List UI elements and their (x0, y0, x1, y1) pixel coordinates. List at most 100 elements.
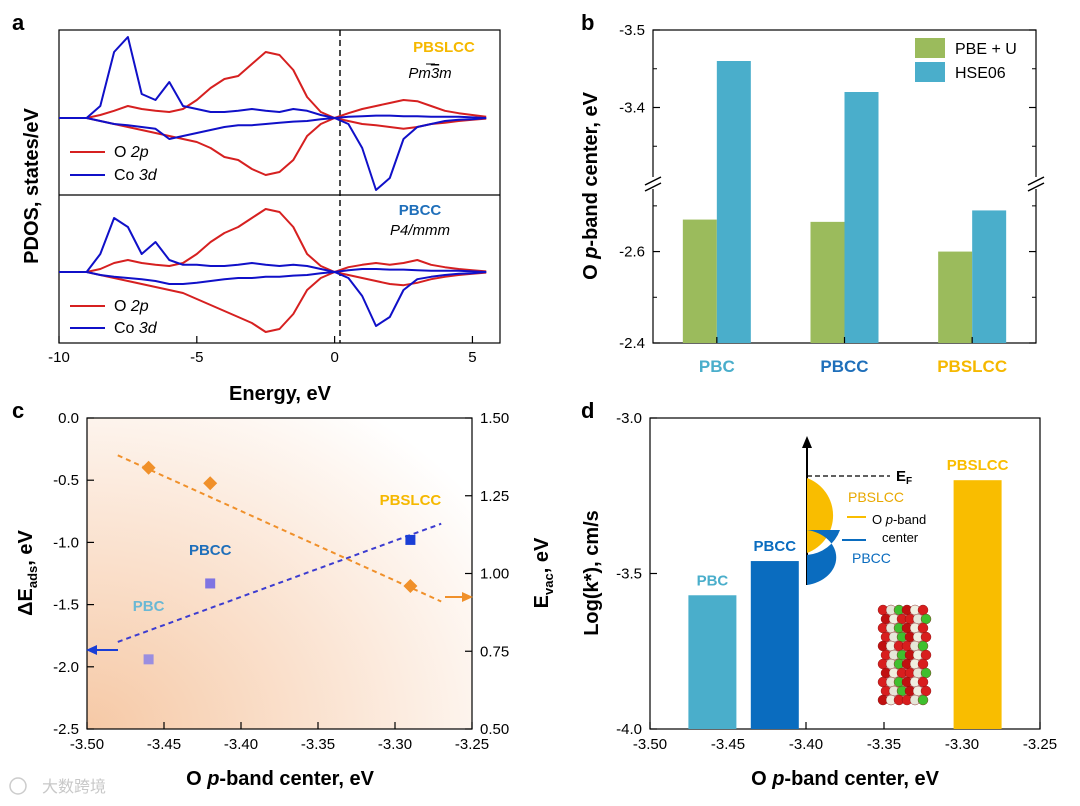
inset-pbcc-label: PBCC (852, 550, 891, 566)
pdos-curves (59, 36, 487, 333)
panel-a-top-legend: O 2p Co 3d (70, 144, 158, 184)
inset-pbcc-band (807, 530, 840, 585)
ytick-label: -2.4 (619, 335, 645, 352)
point-label-pbslcc: PBSLCC (380, 492, 442, 509)
bar-pbeu-pbc (682, 219, 717, 343)
ytick-label: -3.5 (619, 22, 645, 39)
atom-sphere (920, 631, 932, 643)
fermi-label-sub: F (906, 476, 912, 487)
ytick-label: -3.5 (616, 566, 642, 583)
left-axis-arrow (86, 645, 118, 655)
ytick-left-label: -1.5 (53, 597, 79, 614)
panel-c-ylabel-left: ΔEads, eV (15, 529, 40, 615)
ytick-left-label: -2.5 (53, 721, 79, 738)
ytick-right-label: 1.00 (480, 566, 509, 583)
legend-o2p: O 2p (114, 144, 149, 161)
atom-sphere (920, 685, 932, 697)
ylabel-part: , eV (531, 537, 553, 573)
axis-break-left (644, 176, 662, 192)
point-evac (403, 578, 418, 593)
xtick-label: -3.35 (301, 736, 335, 753)
bar-hse06-pbslcc (972, 210, 1007, 343)
xtick-label: 5 (468, 349, 476, 366)
fermi-label-base: E (896, 468, 906, 485)
ytick-label: -4.0 (616, 721, 642, 738)
panel-d-bar-labels: PBC PBCC PBSLCC (697, 457, 1009, 589)
ytick-left-label: -0.5 (53, 472, 79, 489)
axis-break-gap (645, 177, 661, 189)
xtick-label: -3.30 (378, 736, 412, 753)
legend-swatch-hse (915, 62, 945, 82)
bar-label-pbcc: PBCC (754, 538, 797, 555)
bar-label-pbslcc: PBSLCC (947, 457, 1009, 474)
legend-o2p-base: O (114, 298, 131, 315)
ytick-right-label: 1.25 (480, 488, 509, 505)
panel-d-ylabel: Log(k*), cm/s (581, 510, 603, 636)
pdos-co3d-down-pbslcc (59, 117, 487, 191)
spacegroup-bar-part: 3 (431, 65, 440, 82)
legend-co3d-base: Co (114, 320, 139, 337)
ytick-left-label: -2.0 (53, 659, 79, 676)
axis-break-mark (1027, 182, 1045, 192)
panel-c-ticks: -3.50 -3.45 -3.40 -3.35 -3.30 -3.25 -2.5 -2.0 -1… (53, 410, 509, 753)
bar-pbeu-pbcc (810, 221, 845, 343)
trendline-eads (117, 522, 442, 643)
watermark-logo-icon (9, 777, 27, 795)
panel-a-top-spacegroup: Pm3m (408, 65, 451, 82)
atom-sphere (917, 694, 929, 706)
atom-sphere (920, 613, 932, 625)
ylabel-part: E (531, 595, 553, 608)
xlabel-part-italic: p (771, 768, 784, 790)
panel-c-points (141, 460, 418, 665)
ylabel-part: , eV (15, 529, 37, 565)
category-label-pbcc: PBCC (820, 357, 868, 376)
center-label-part: O (872, 512, 886, 527)
panel-a-bottom-material: PBCC (399, 202, 442, 219)
ytick-label: -3.4 (619, 100, 645, 117)
band-center-inset: EF PBSLCC O p-band center PBCC (802, 436, 926, 585)
legend-co3d-ital: 3d (139, 167, 158, 184)
inset-pbslcc-label: PBSLCC (848, 489, 904, 505)
inset-band-center-label-2: center (882, 530, 919, 545)
right-axis-arrow (445, 592, 473, 602)
xtick-label: -3.30 (945, 736, 979, 753)
xtick-label: -3.50 (70, 736, 104, 753)
ylabel-subscript: vac (541, 573, 556, 595)
atom-sphere (920, 667, 932, 679)
point-eads (405, 534, 416, 545)
panel-a: a -10 -5 0 5 PBSLCC Pm3m PBCC P4/mmm O 2p C… (12, 10, 501, 405)
legend-co3d: Co 3d (114, 320, 158, 337)
point-label-pbc: PBC (133, 598, 165, 615)
legend-co3d-base: Co (114, 167, 139, 184)
atom-sphere (917, 640, 929, 652)
ylabel-part-italic: p (580, 247, 602, 260)
panel-a-frame (58, 29, 501, 344)
point-evac (203, 476, 218, 491)
bar-pbeu-pbslcc (938, 251, 973, 343)
pdos-co3d-up-pbslcc (59, 36, 487, 119)
legend-o2p-base: O (114, 144, 131, 161)
xlabel-part-italic: p (206, 768, 219, 790)
panel-a-top-material: PBSLCC (413, 39, 475, 56)
ytick-label: -3.0 (616, 410, 642, 427)
axis-break-mark (644, 182, 662, 192)
inset-axis-arrowhead (802, 436, 812, 448)
panel-c: c -3.50 -3.45 -3.40 -3.35 -3.30 -3.25 -2.5 -2.0… (12, 398, 556, 790)
atom-sphere (917, 622, 929, 634)
crystal-structure-image (877, 604, 932, 706)
panel-b-category-labels: PBC PBCC PBSLCC (699, 337, 1007, 376)
atom-sphere (917, 658, 929, 670)
center-label-italic: p (885, 512, 893, 527)
axis-break-mark (644, 176, 662, 186)
bar-pbslcc (953, 480, 1002, 729)
legend-swatch-pbe (915, 38, 945, 58)
bar-hse06-pbc (716, 61, 751, 343)
panel-d-xlabel: O p-band center, eV (751, 768, 939, 790)
legend-co3d-ital: 3d (139, 320, 158, 337)
inset-band-center-label: O p-band (872, 512, 926, 527)
panel-a-xticks: -10 -5 0 5 (48, 336, 477, 366)
xlabel-part: O (186, 768, 207, 790)
ytick-right-label: 0.75 (480, 643, 509, 660)
point-eads (143, 654, 154, 665)
center-label-part: -band (893, 512, 926, 527)
